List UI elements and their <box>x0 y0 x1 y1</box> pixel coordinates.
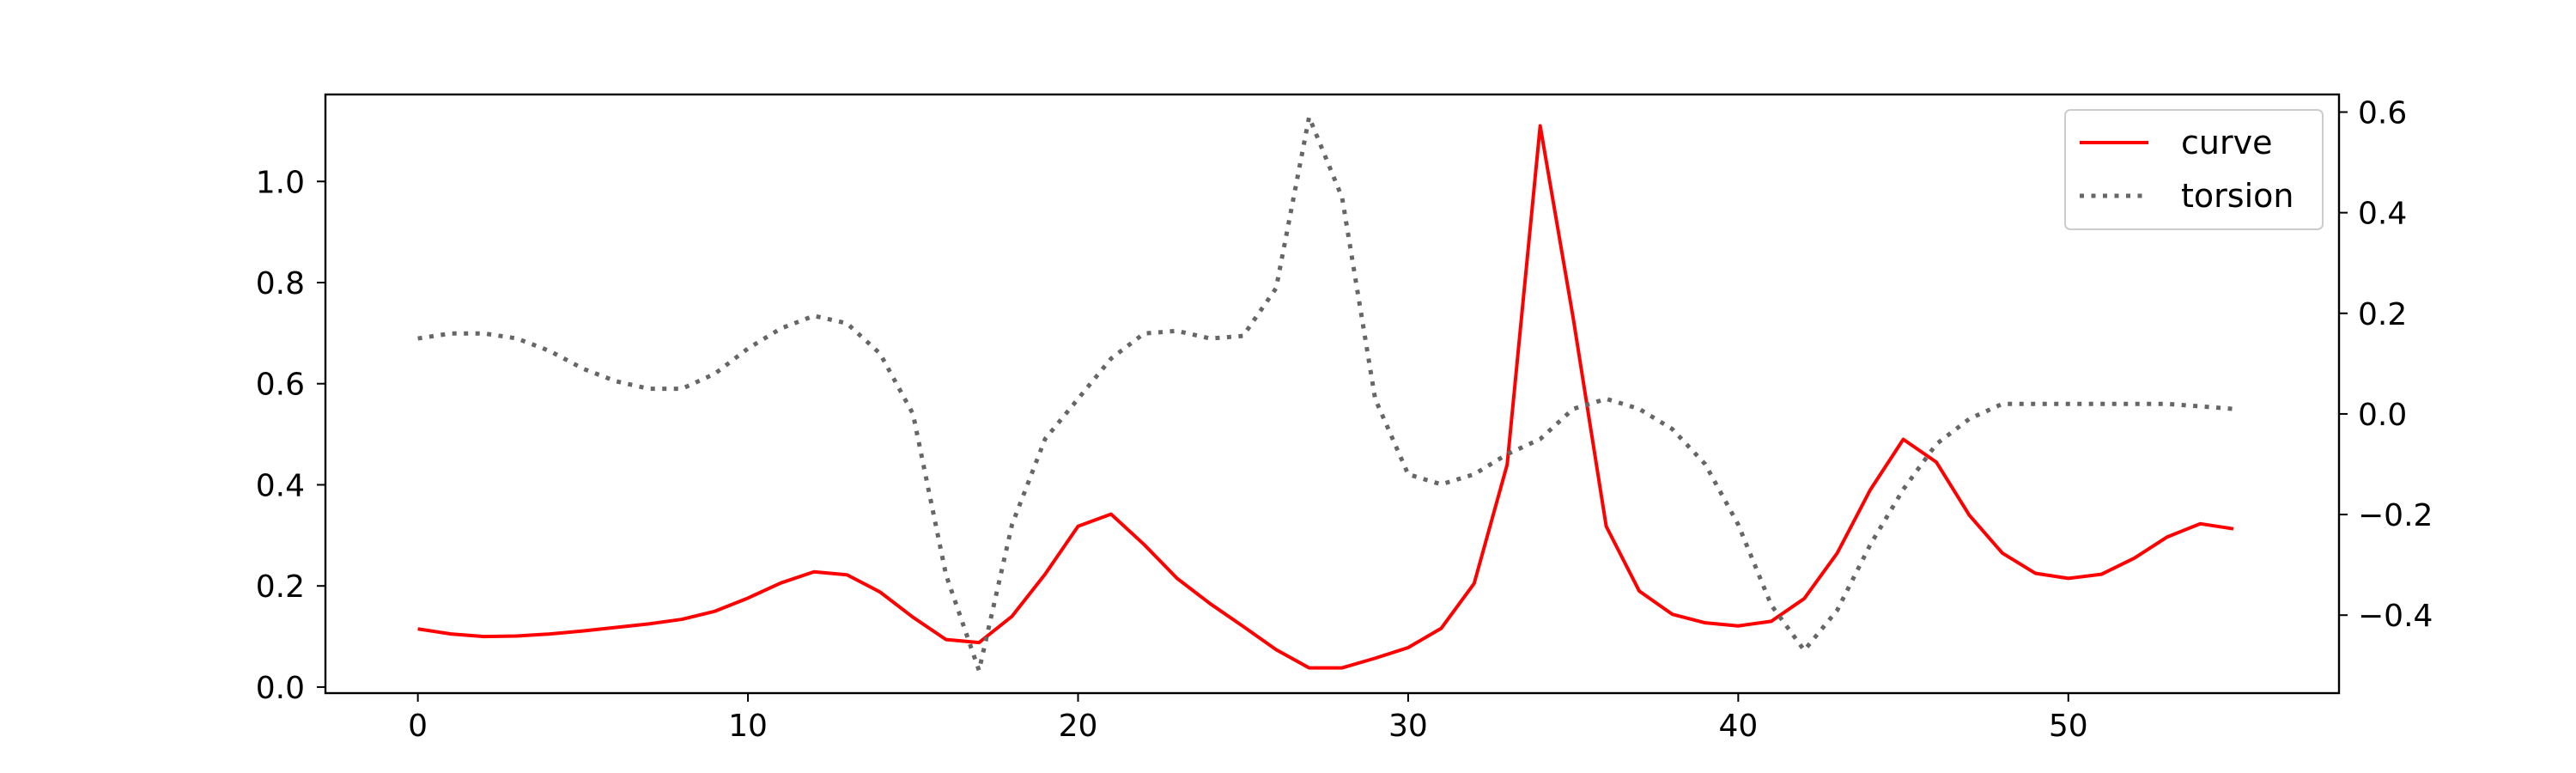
y-right-tick-label: 0.2 <box>2358 297 2407 332</box>
series-line-torsion <box>417 114 2234 673</box>
y-left-tick-label: 0.0 <box>256 671 305 706</box>
plot-frame <box>324 93 2341 695</box>
series-line-curve <box>417 124 2234 670</box>
y-right-tick-label: 0.4 <box>2358 197 2407 232</box>
x-tick-label: 0 <box>408 709 428 744</box>
x-tick-label: 10 <box>728 709 768 744</box>
legend-label-curve: curve <box>2181 124 2272 161</box>
x-tick-label: 30 <box>1388 709 1428 744</box>
y-right-tick-label: −0.2 <box>2358 498 2433 533</box>
y-right-tick-label: 0.6 <box>2358 96 2407 131</box>
y-right-tick-label: −0.4 <box>2358 599 2433 634</box>
legend-label-torsion: torsion <box>2181 177 2293 215</box>
x-tick-label: 50 <box>2049 709 2088 744</box>
plot-area <box>325 94 2339 693</box>
series-layer <box>417 114 2234 673</box>
y-right-tick-label: 0.0 <box>2358 398 2407 433</box>
axes-layer: 0 10 20 30 40 50 0.0 0.2 0.4 0.6 0.8 1.0 −0.4 −0.2 0.0… <box>256 96 2433 745</box>
legend-box <box>2064 109 2324 230</box>
legend: curve torsion <box>2064 109 2324 230</box>
y-left-tick-label: 1.0 <box>256 165 305 200</box>
y-left-tick-label: 0.4 <box>256 468 305 503</box>
y-left-tick-label: 0.6 <box>256 368 305 403</box>
y-left-tick-label: 0.2 <box>256 569 305 605</box>
x-tick-label: 20 <box>1059 709 1098 744</box>
y-left-tick-label: 0.8 <box>256 266 305 301</box>
x-tick-label: 40 <box>1718 709 1758 744</box>
